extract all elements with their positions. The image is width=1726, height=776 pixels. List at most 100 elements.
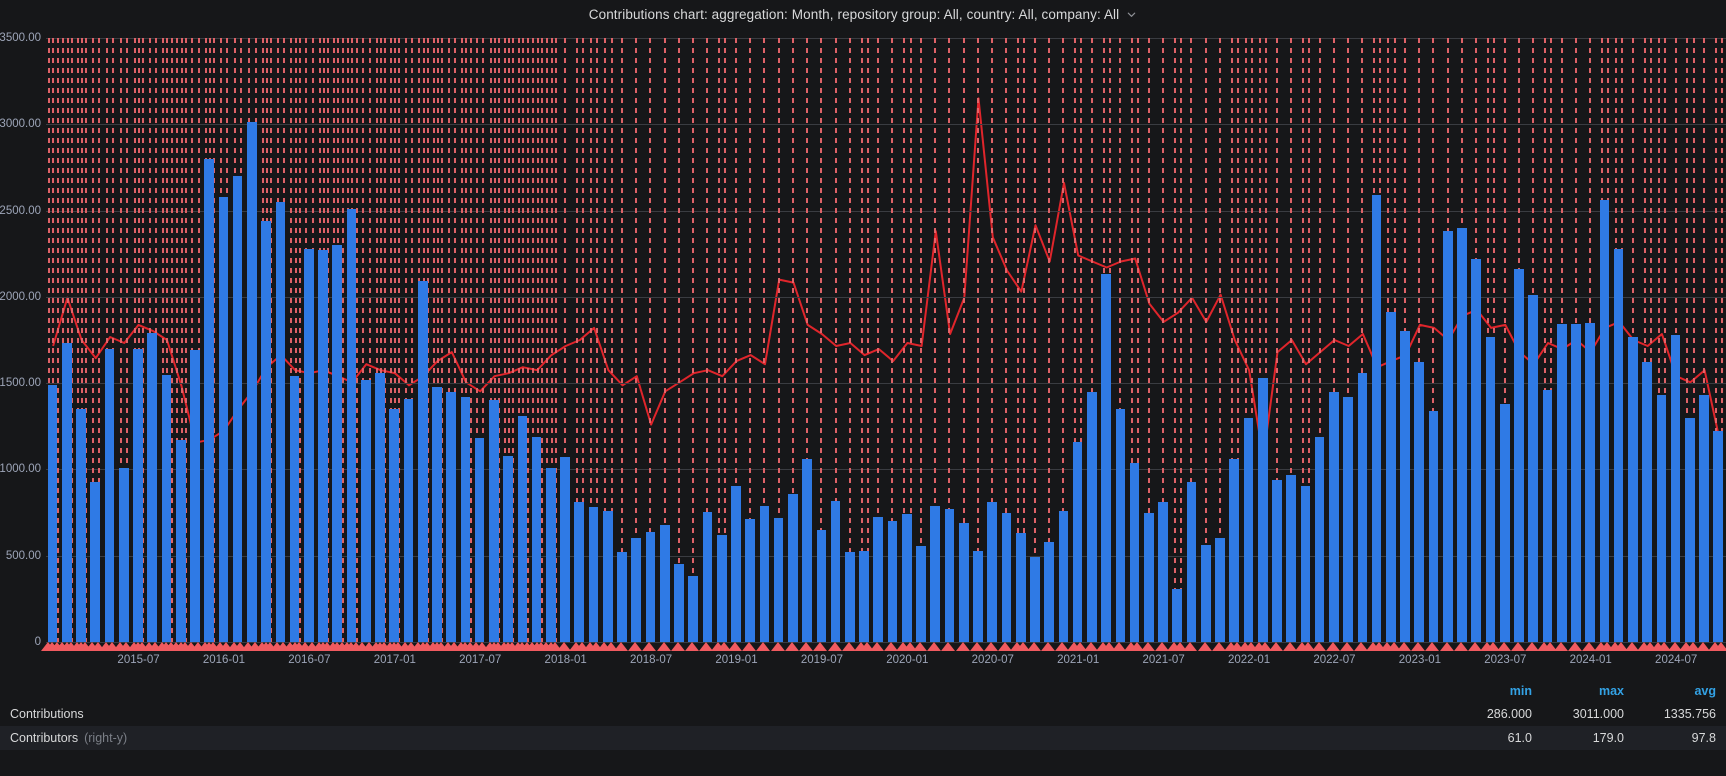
bar[interactable]: [389, 409, 400, 642]
bar[interactable]: [1001, 513, 1012, 642]
bar[interactable]: [759, 505, 770, 642]
bar[interactable]: [1087, 391, 1097, 642]
bar[interactable]: [659, 524, 670, 642]
bar[interactable]: [802, 459, 812, 642]
bar[interactable]: [432, 386, 442, 642]
bar[interactable]: [617, 552, 627, 642]
bar[interactable]: [1628, 336, 1638, 642]
bar[interactable]: [47, 384, 58, 642]
bar[interactable]: [1684, 417, 1695, 642]
bar[interactable]: [930, 505, 941, 642]
bar[interactable]: [1599, 200, 1610, 642]
bar[interactable]: [944, 509, 955, 642]
bar[interactable]: [1542, 390, 1553, 642]
bar[interactable]: [1314, 436, 1325, 642]
bar[interactable]: [460, 396, 471, 642]
bar[interactable]: [602, 510, 613, 642]
bar[interactable]: [546, 467, 556, 642]
legend-series-name[interactable]: Contributors: [10, 731, 79, 745]
bar[interactable]: [645, 531, 656, 642]
bar[interactable]: [1101, 274, 1111, 642]
chart-plot-area[interactable]: 0 500.00 1000.00 1500.00 2000.00 2500.00 3000.…: [0, 28, 1726, 680]
bar[interactable]: [446, 391, 457, 642]
bar[interactable]: [1115, 409, 1126, 642]
bar[interactable]: [1485, 336, 1496, 642]
bar[interactable]: [1286, 475, 1297, 642]
bar[interactable]: [190, 350, 200, 642]
bar[interactable]: [674, 564, 684, 642]
bar[interactable]: [588, 507, 599, 642]
bar[interactable]: [844, 552, 855, 642]
bar[interactable]: [1015, 533, 1026, 642]
chevron-down-icon[interactable]: [1126, 9, 1137, 20]
bar[interactable]: [859, 550, 869, 642]
bar[interactable]: [90, 481, 101, 642]
bar[interactable]: [61, 343, 72, 642]
bar[interactable]: [916, 546, 926, 642]
bar[interactable]: [104, 348, 115, 642]
bar[interactable]: [1072, 441, 1083, 642]
bar[interactable]: [503, 455, 513, 642]
bar[interactable]: [161, 374, 172, 642]
legend-table[interactable]: min max avg Contributions 286.000 3011.0…: [0, 680, 1726, 776]
bar[interactable]: [887, 521, 898, 642]
bar[interactable]: [574, 502, 585, 642]
bar[interactable]: [987, 502, 998, 642]
bar[interactable]: [631, 538, 642, 642]
legend-row-contributors[interactable]: Contributors (right-y) 61.0 179.0 97.8: [0, 726, 1726, 750]
bar[interactable]: [147, 333, 158, 642]
bar[interactable]: [1143, 512, 1154, 642]
bar[interactable]: [318, 250, 328, 642]
bar[interactable]: [332, 245, 343, 642]
bar[interactable]: [1129, 462, 1140, 642]
bar[interactable]: [1613, 248, 1624, 642]
bar[interactable]: [1329, 391, 1339, 642]
bar[interactable]: [489, 400, 499, 642]
bar[interactable]: [1699, 395, 1709, 642]
bar[interactable]: [1200, 545, 1211, 642]
bar[interactable]: [1357, 372, 1368, 642]
bar[interactable]: [1386, 312, 1396, 642]
bar[interactable]: [1499, 403, 1510, 642]
bar[interactable]: [175, 440, 186, 642]
bar[interactable]: [731, 485, 741, 642]
bar[interactable]: [1158, 502, 1168, 642]
legend-series-name[interactable]: Contributions: [10, 707, 84, 721]
bar[interactable]: [1585, 322, 1595, 642]
bar[interactable]: [517, 415, 528, 642]
bar[interactable]: [1371, 195, 1382, 642]
bar[interactable]: [1257, 377, 1268, 642]
bar[interactable]: [1044, 541, 1054, 642]
bar[interactable]: [247, 122, 257, 642]
plot-canvas[interactable]: [46, 28, 1726, 680]
bar[interactable]: [1058, 510, 1069, 642]
bar[interactable]: [1642, 362, 1652, 642]
bar[interactable]: [403, 398, 414, 642]
bar[interactable]: [375, 372, 385, 642]
bar[interactable]: [417, 281, 428, 642]
bar[interactable]: [1528, 295, 1539, 642]
bar[interactable]: [289, 376, 300, 642]
bar[interactable]: [1571, 324, 1581, 642]
bar[interactable]: [531, 436, 542, 642]
bar[interactable]: [474, 438, 485, 642]
bar[interactable]: [560, 457, 570, 642]
bar[interactable]: [1428, 410, 1439, 642]
bar[interactable]: [1186, 481, 1197, 642]
legend-row-contributions[interactable]: Contributions 286.000 3011.000 1335.756: [0, 702, 1726, 726]
bar[interactable]: [204, 158, 214, 642]
bar[interactable]: [76, 409, 86, 642]
bar[interactable]: [1414, 362, 1425, 642]
bar[interactable]: [1400, 331, 1410, 642]
bar[interactable]: [973, 550, 983, 642]
bar[interactable]: [133, 348, 143, 642]
bar[interactable]: [1343, 396, 1353, 642]
bar[interactable]: [688, 575, 699, 642]
bar[interactable]: [1229, 459, 1240, 642]
bar[interactable]: [218, 196, 229, 642]
bar[interactable]: [1457, 227, 1467, 642]
bar[interactable]: [1670, 334, 1681, 642]
bar[interactable]: [830, 500, 841, 642]
bar[interactable]: [1215, 538, 1225, 642]
bar[interactable]: [303, 248, 314, 642]
